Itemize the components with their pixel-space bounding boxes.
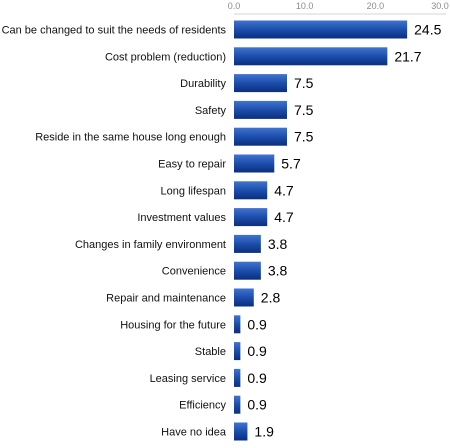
value-label: 0.9 <box>247 370 267 386</box>
bar <box>234 127 287 146</box>
bar <box>234 261 261 280</box>
value-label: 7.5 <box>294 129 314 145</box>
value-label: 4.7 <box>274 182 294 198</box>
x-tick-label: 30.0 <box>431 1 449 11</box>
category-label: Leasing service <box>150 373 226 385</box>
bar <box>234 20 408 39</box>
value-label: 7.5 <box>294 102 314 118</box>
value-label: 7.5 <box>294 75 314 91</box>
bar <box>234 47 388 66</box>
category-label: Reside in the same house long enough <box>35 132 226 144</box>
bar <box>234 288 254 307</box>
bar <box>234 74 287 93</box>
bars-group: Can be changed to suit the needs of resi… <box>2 20 442 441</box>
value-label: 21.7 <box>394 48 421 64</box>
x-tick-label: 0.0 <box>228 1 241 11</box>
category-label: Investment values <box>137 212 226 224</box>
bar <box>234 154 275 173</box>
category-label: Safety <box>195 105 227 117</box>
x-tick-label: 10.0 <box>296 1 314 11</box>
x-tick-label: 20.0 <box>367 1 385 11</box>
value-label: 5.7 <box>281 156 301 172</box>
category-label: Stable <box>195 346 226 358</box>
value-label: 24.5 <box>414 22 441 38</box>
bar <box>234 422 248 441</box>
value-label: 0.9 <box>247 343 267 359</box>
bar <box>234 100 287 119</box>
category-label: Can be changed to suit the needs of resi… <box>2 25 227 37</box>
bar <box>234 234 261 253</box>
bar <box>234 342 241 361</box>
value-label: 0.9 <box>247 397 267 413</box>
value-label: 1.9 <box>254 424 274 440</box>
value-label: 0.9 <box>247 316 267 332</box>
bar <box>234 208 268 227</box>
value-label: 2.8 <box>261 290 281 306</box>
category-label: Convenience <box>162 266 226 278</box>
category-label: Repair and maintenance <box>106 293 226 305</box>
value-label: 3.8 <box>268 236 288 252</box>
category-label: Cost problem (reduction) <box>105 51 226 63</box>
value-label: 4.7 <box>274 209 294 225</box>
x-axis: 0.0 10.0 20.0 30.0 <box>228 1 449 15</box>
category-label: Durability <box>180 78 226 90</box>
category-label: Have no idea <box>161 427 227 439</box>
category-label: Easy to repair <box>158 159 226 171</box>
bar <box>234 181 268 200</box>
value-label: 3.8 <box>268 263 288 279</box>
category-label: Housing for the future <box>120 319 226 331</box>
bar <box>234 395 241 414</box>
category-label: Long lifespan <box>161 185 226 197</box>
bar <box>234 315 241 334</box>
category-label: Changes in family environment <box>75 239 226 251</box>
category-label: Efficiency <box>179 400 226 412</box>
bar <box>234 368 241 387</box>
